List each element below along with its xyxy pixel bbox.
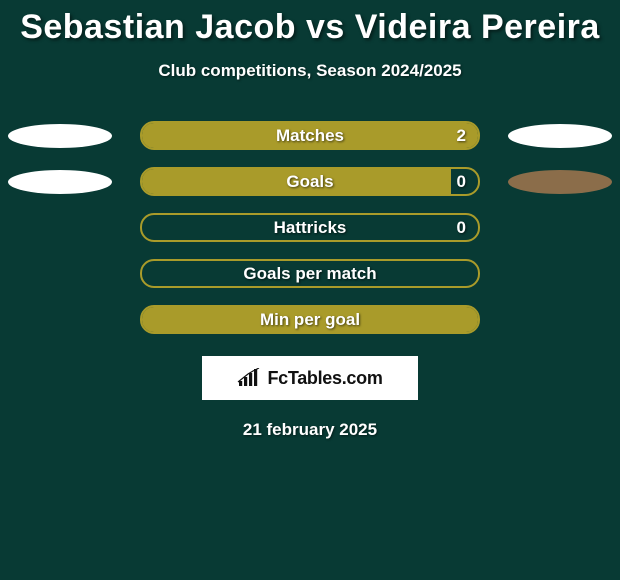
stat-value: 0 bbox=[457, 218, 466, 238]
stat-row: Hattricks 0 bbox=[0, 213, 620, 242]
stat-label: Goals per match bbox=[243, 264, 376, 284]
stat-rows: Matches 2 Goals 0 Hattricks 0 Goals per match M… bbox=[0, 121, 620, 334]
stat-value: 2 bbox=[457, 126, 466, 146]
left-marker bbox=[8, 170, 112, 194]
stat-row: Matches 2 bbox=[0, 121, 620, 150]
stat-bar: Min per goal bbox=[140, 305, 480, 334]
stat-label: Goals bbox=[286, 172, 333, 192]
stat-bar: Hattricks 0 bbox=[140, 213, 480, 242]
stat-bar: Goals per match bbox=[140, 259, 480, 288]
left-marker bbox=[8, 124, 112, 148]
comparison-chart: Sebastian Jacob vs Videira Pereira Club … bbox=[0, 0, 620, 440]
stat-row: Goals per match bbox=[0, 259, 620, 288]
page-title: Sebastian Jacob vs Videira Pereira bbox=[0, 8, 620, 47]
subtitle: Club competitions, Season 2024/2025 bbox=[0, 61, 620, 81]
stat-label: Hattricks bbox=[274, 218, 347, 238]
right-marker bbox=[508, 170, 612, 194]
stat-bar: Goals 0 bbox=[140, 167, 480, 196]
stat-label: Matches bbox=[276, 126, 344, 146]
stat-label: Min per goal bbox=[260, 310, 360, 330]
right-marker bbox=[508, 124, 612, 148]
stat-row: Goals 0 bbox=[0, 167, 620, 196]
stat-value: 0 bbox=[457, 172, 466, 192]
site-logo: FcTables.com bbox=[202, 356, 418, 400]
stat-bar: Matches 2 bbox=[140, 121, 480, 150]
logo-text: FcTables.com bbox=[267, 368, 382, 389]
bar-chart-icon bbox=[237, 368, 263, 388]
stat-row: Min per goal bbox=[0, 305, 620, 334]
date-label: 21 february 2025 bbox=[0, 420, 620, 440]
